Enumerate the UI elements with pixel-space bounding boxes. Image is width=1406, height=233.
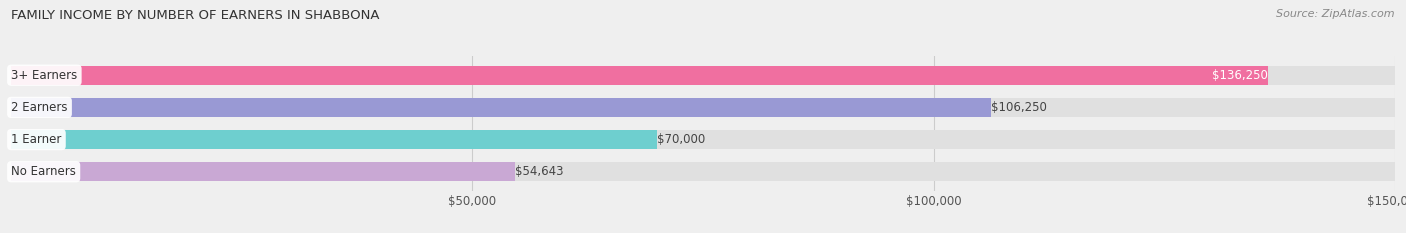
Text: $106,250: $106,250 — [991, 101, 1047, 114]
Text: Source: ZipAtlas.com: Source: ZipAtlas.com — [1277, 9, 1395, 19]
Bar — [11, 65, 1268, 85]
Text: No Earners: No Earners — [11, 165, 76, 178]
Bar — [11, 130, 1395, 149]
Bar — [11, 98, 1395, 117]
Text: $136,250: $136,250 — [1212, 69, 1268, 82]
Bar — [11, 162, 1395, 182]
Bar — [11, 65, 1395, 85]
Text: $54,643: $54,643 — [515, 165, 564, 178]
Text: $70,000: $70,000 — [657, 133, 706, 146]
Text: 2 Earners: 2 Earners — [11, 101, 67, 114]
Bar — [11, 98, 991, 117]
Text: FAMILY INCOME BY NUMBER OF EARNERS IN SHABBONA: FAMILY INCOME BY NUMBER OF EARNERS IN SH… — [11, 9, 380, 22]
Text: 1 Earner: 1 Earner — [11, 133, 62, 146]
Bar — [11, 162, 515, 182]
Text: 3+ Earners: 3+ Earners — [11, 69, 77, 82]
Bar — [11, 130, 657, 149]
